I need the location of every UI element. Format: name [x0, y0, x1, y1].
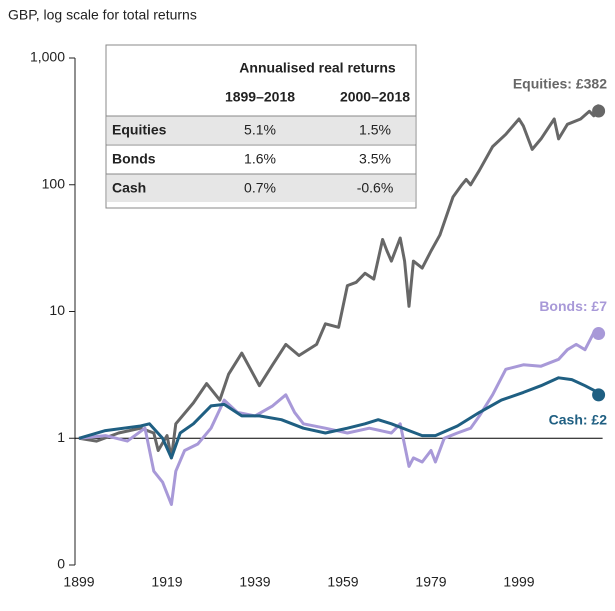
- table-row: [107, 174, 415, 202]
- row-label: Bonds: [112, 151, 156, 167]
- cell: 1.6%: [244, 151, 276, 167]
- series-line: [78, 331, 603, 506]
- table-title: Annualised real returns: [239, 60, 396, 76]
- table-row: [107, 145, 415, 173]
- series-line: [78, 104, 604, 460]
- x-tick-label: 1919: [151, 574, 182, 590]
- y-tick-label: 0: [57, 556, 65, 572]
- x-tick-label: 1959: [327, 574, 358, 590]
- cell: 5.1%: [244, 122, 276, 138]
- cell: -0.6%: [357, 180, 394, 196]
- column-header: 2000–2018: [340, 89, 410, 105]
- y-tick-label: 10: [49, 302, 65, 318]
- x-tick-label: 1899: [63, 574, 94, 590]
- series-line: [78, 376, 604, 460]
- returns-table: Annualised real returns 1899–2018 2000–201…: [105, 44, 417, 209]
- y-tick-label: 1,000: [30, 49, 65, 65]
- x-tick-label: 1999: [503, 574, 534, 590]
- x-tick-label: 1939: [239, 574, 270, 590]
- end-label: Bonds: £7: [539, 298, 607, 314]
- y-tick-label: 100: [42, 175, 66, 191]
- end-point: [592, 104, 606, 118]
- end-label: Equities: £382: [513, 76, 607, 92]
- cell: 3.5%: [359, 151, 391, 167]
- column-header: 1899–2018: [225, 89, 295, 105]
- end-label: Cash: £2: [549, 412, 608, 428]
- y-tick-label: 1: [57, 429, 65, 445]
- row-label: Cash: [112, 180, 146, 196]
- x-tick-label: 1979: [415, 574, 446, 590]
- y-axis-label: GBP, log scale for total returns: [8, 7, 197, 23]
- end-point: [592, 327, 606, 341]
- table-row: [107, 116, 415, 144]
- cell: 1.5%: [359, 122, 391, 138]
- cell: 0.7%: [244, 180, 276, 196]
- end-point: [592, 388, 606, 402]
- plot-area: 0 1 10 100 1,000 1899 1919 1939 1959 1979 1999 Equi…: [30, 49, 607, 590]
- row-label: Equities: [112, 122, 167, 138]
